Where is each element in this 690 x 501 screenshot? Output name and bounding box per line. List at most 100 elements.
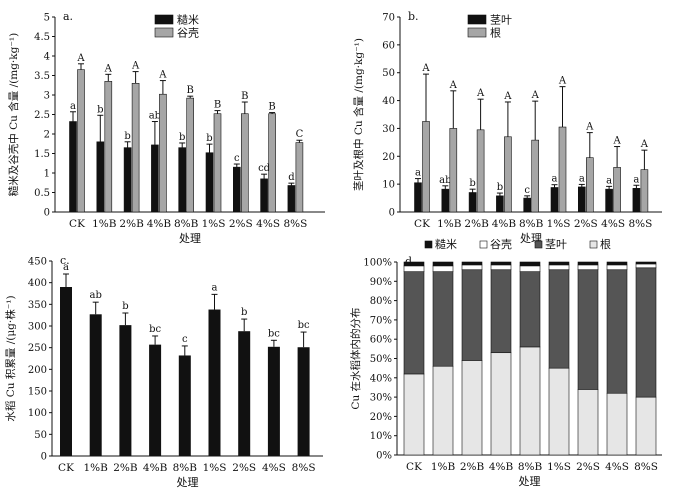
stack-segment-d-谷壳-1%B <box>432 265 454 272</box>
sig-letter-a: ab <box>149 111 161 122</box>
x-tick-label-b: 2%S <box>574 218 598 230</box>
sig-letter-b: ab <box>439 175 451 186</box>
bar-a-糙米-8%B <box>178 147 186 213</box>
x-tick-label-c: 2%B <box>113 462 138 474</box>
stack-segment-d-谷壳-2%B <box>461 264 483 271</box>
bar-c-CK <box>60 287 72 456</box>
y-axis-label-d: Cu 在水稻体内的分布 <box>349 307 362 409</box>
bar-c-1%B <box>89 314 102 456</box>
sig-letter-a: A <box>158 70 167 81</box>
sig-letter-b: c <box>524 185 530 196</box>
stack-segment-d-糙米-8%B <box>519 261 541 267</box>
sig-letter-b: a <box>415 168 421 179</box>
sig-letter-c: b <box>241 307 247 318</box>
sig-letter-b: a <box>606 175 612 186</box>
sig-letter-a: b <box>179 132 185 143</box>
x-tick-label-a: 8%S <box>283 218 307 230</box>
legend-swatch-d <box>534 240 543 249</box>
x-tick-label-d: 4%B <box>489 461 514 473</box>
y-tick-label-d: 50% <box>370 354 392 365</box>
bar-b-茎叶-CK <box>414 182 422 213</box>
y-tick-label-a: 2.5 <box>34 110 50 121</box>
sig-letter-b: a <box>579 173 585 184</box>
legend-swatch-d <box>479 240 488 249</box>
x-axis-label-c: 处理 <box>177 476 199 489</box>
y-tick-label-c: 450 <box>28 257 47 268</box>
y-tick-label-c: 200 <box>28 365 47 376</box>
sig-letter-a: C <box>296 129 304 140</box>
y-tick-label-c: 350 <box>28 300 47 311</box>
bar-a-谷壳-8%B <box>186 97 194 213</box>
stack-segment-d-根-1%B <box>432 365 454 456</box>
stack-segment-d-茎叶-4%B <box>490 269 512 354</box>
sig-letter-a: B <box>214 100 221 111</box>
sig-letter-b: a <box>633 174 639 185</box>
bar-a-谷壳-4%B <box>159 93 167 213</box>
sig-letter-a: cd <box>258 163 271 174</box>
bar-b-根-8%S <box>640 169 649 213</box>
y-tick-label-c: 250 <box>28 343 47 354</box>
legend-swatch-a <box>154 14 174 25</box>
stack-segment-d-茎叶-1%B <box>432 271 454 367</box>
y-tick-label-a: 3.5 <box>34 71 50 82</box>
x-tick-label-c: 4%B <box>143 462 168 474</box>
x-tick-label-c: 8%B <box>173 462 198 474</box>
sig-letter-b: A <box>640 139 649 150</box>
x-tick-label-a: 1%S <box>202 218 226 230</box>
bar-c-1%S <box>208 309 221 456</box>
sig-letter-a: A <box>131 61 140 72</box>
stack-segment-d-糙米-2%B <box>461 261 483 266</box>
bar-a-糙米-2%B <box>123 147 132 213</box>
stack-segment-d-谷壳-4%S <box>606 264 628 271</box>
sig-letter-a: b <box>206 133 212 144</box>
x-tick-label-b: 1%S <box>547 218 571 230</box>
panel-label-d: d. <box>405 255 416 268</box>
x-tick-label-d: 8%B <box>518 461 543 473</box>
bar-b-根-4%B <box>504 136 512 213</box>
y-tick-label-a: 5 <box>44 13 50 24</box>
y-tick-label-a: 4 <box>44 52 50 63</box>
x-tick-label-a: CK <box>69 218 85 230</box>
bar-a-糙米-8%S <box>287 185 296 213</box>
bar-b-根-1%S <box>558 126 567 213</box>
x-tick-label-a: 4%S <box>256 218 280 230</box>
stack-segment-d-茎叶-2%S <box>577 269 599 390</box>
legend-swatch-b <box>467 14 487 25</box>
sig-letter-c: c <box>182 334 188 345</box>
x-tick-label-d: 2%S <box>576 461 600 473</box>
bar-a-糙米-4%S <box>260 178 268 213</box>
stack-segment-d-茎叶-2%B <box>461 269 483 361</box>
stack-segment-d-谷壳-8%B <box>519 265 541 272</box>
y-tick-label-d: 80% <box>370 296 392 307</box>
stack-segment-d-根-8%S <box>635 396 657 456</box>
stack-segment-d-茎叶-4%S <box>606 269 628 394</box>
x-tick-label-d: 4%S <box>605 461 629 473</box>
x-tick-label-c: 1%B <box>84 462 109 474</box>
stack-segment-d-根-8%B <box>519 346 541 456</box>
bar-a-糙米-1%S <box>205 152 214 213</box>
y-tick-label-b: 0 <box>389 208 395 219</box>
sig-letter-b: b <box>497 182 503 193</box>
stack-segment-d-糙米-1%S <box>548 261 570 266</box>
stack-segment-d-茎叶-CK <box>403 271 425 375</box>
y-tick-label-b: 20 <box>382 152 395 163</box>
stack-segment-d-根-2%S <box>577 389 599 456</box>
y-tick-label-a: 1.5 <box>34 149 50 160</box>
stack-segment-d-谷壳-CK <box>403 265 425 272</box>
bar-b-茎叶-8%B <box>523 197 532 213</box>
y-tick-label-c: 300 <box>28 322 47 333</box>
y-tick-label-a: 3 <box>44 91 50 102</box>
y-tick-label-d: 10% <box>370 431 392 442</box>
sig-letter-c: a <box>63 262 69 273</box>
y-tick-label-b: 60 <box>382 40 395 51</box>
stack-segment-d-糙米-8%S <box>635 261 657 265</box>
stack-segment-d-根-4%S <box>606 392 628 456</box>
sig-letter-a: a <box>70 101 76 112</box>
legend-label-d: 茎叶 <box>545 238 567 251</box>
legend-swatch-a <box>154 27 174 38</box>
y-tick-label-d: 40% <box>370 373 392 384</box>
stack-segment-d-谷壳-1%S <box>548 264 570 271</box>
stack-segment-d-糙米-CK <box>403 261 425 267</box>
y-tick-label-a: 0.5 <box>34 188 50 199</box>
bar-c-2%B <box>119 325 132 456</box>
